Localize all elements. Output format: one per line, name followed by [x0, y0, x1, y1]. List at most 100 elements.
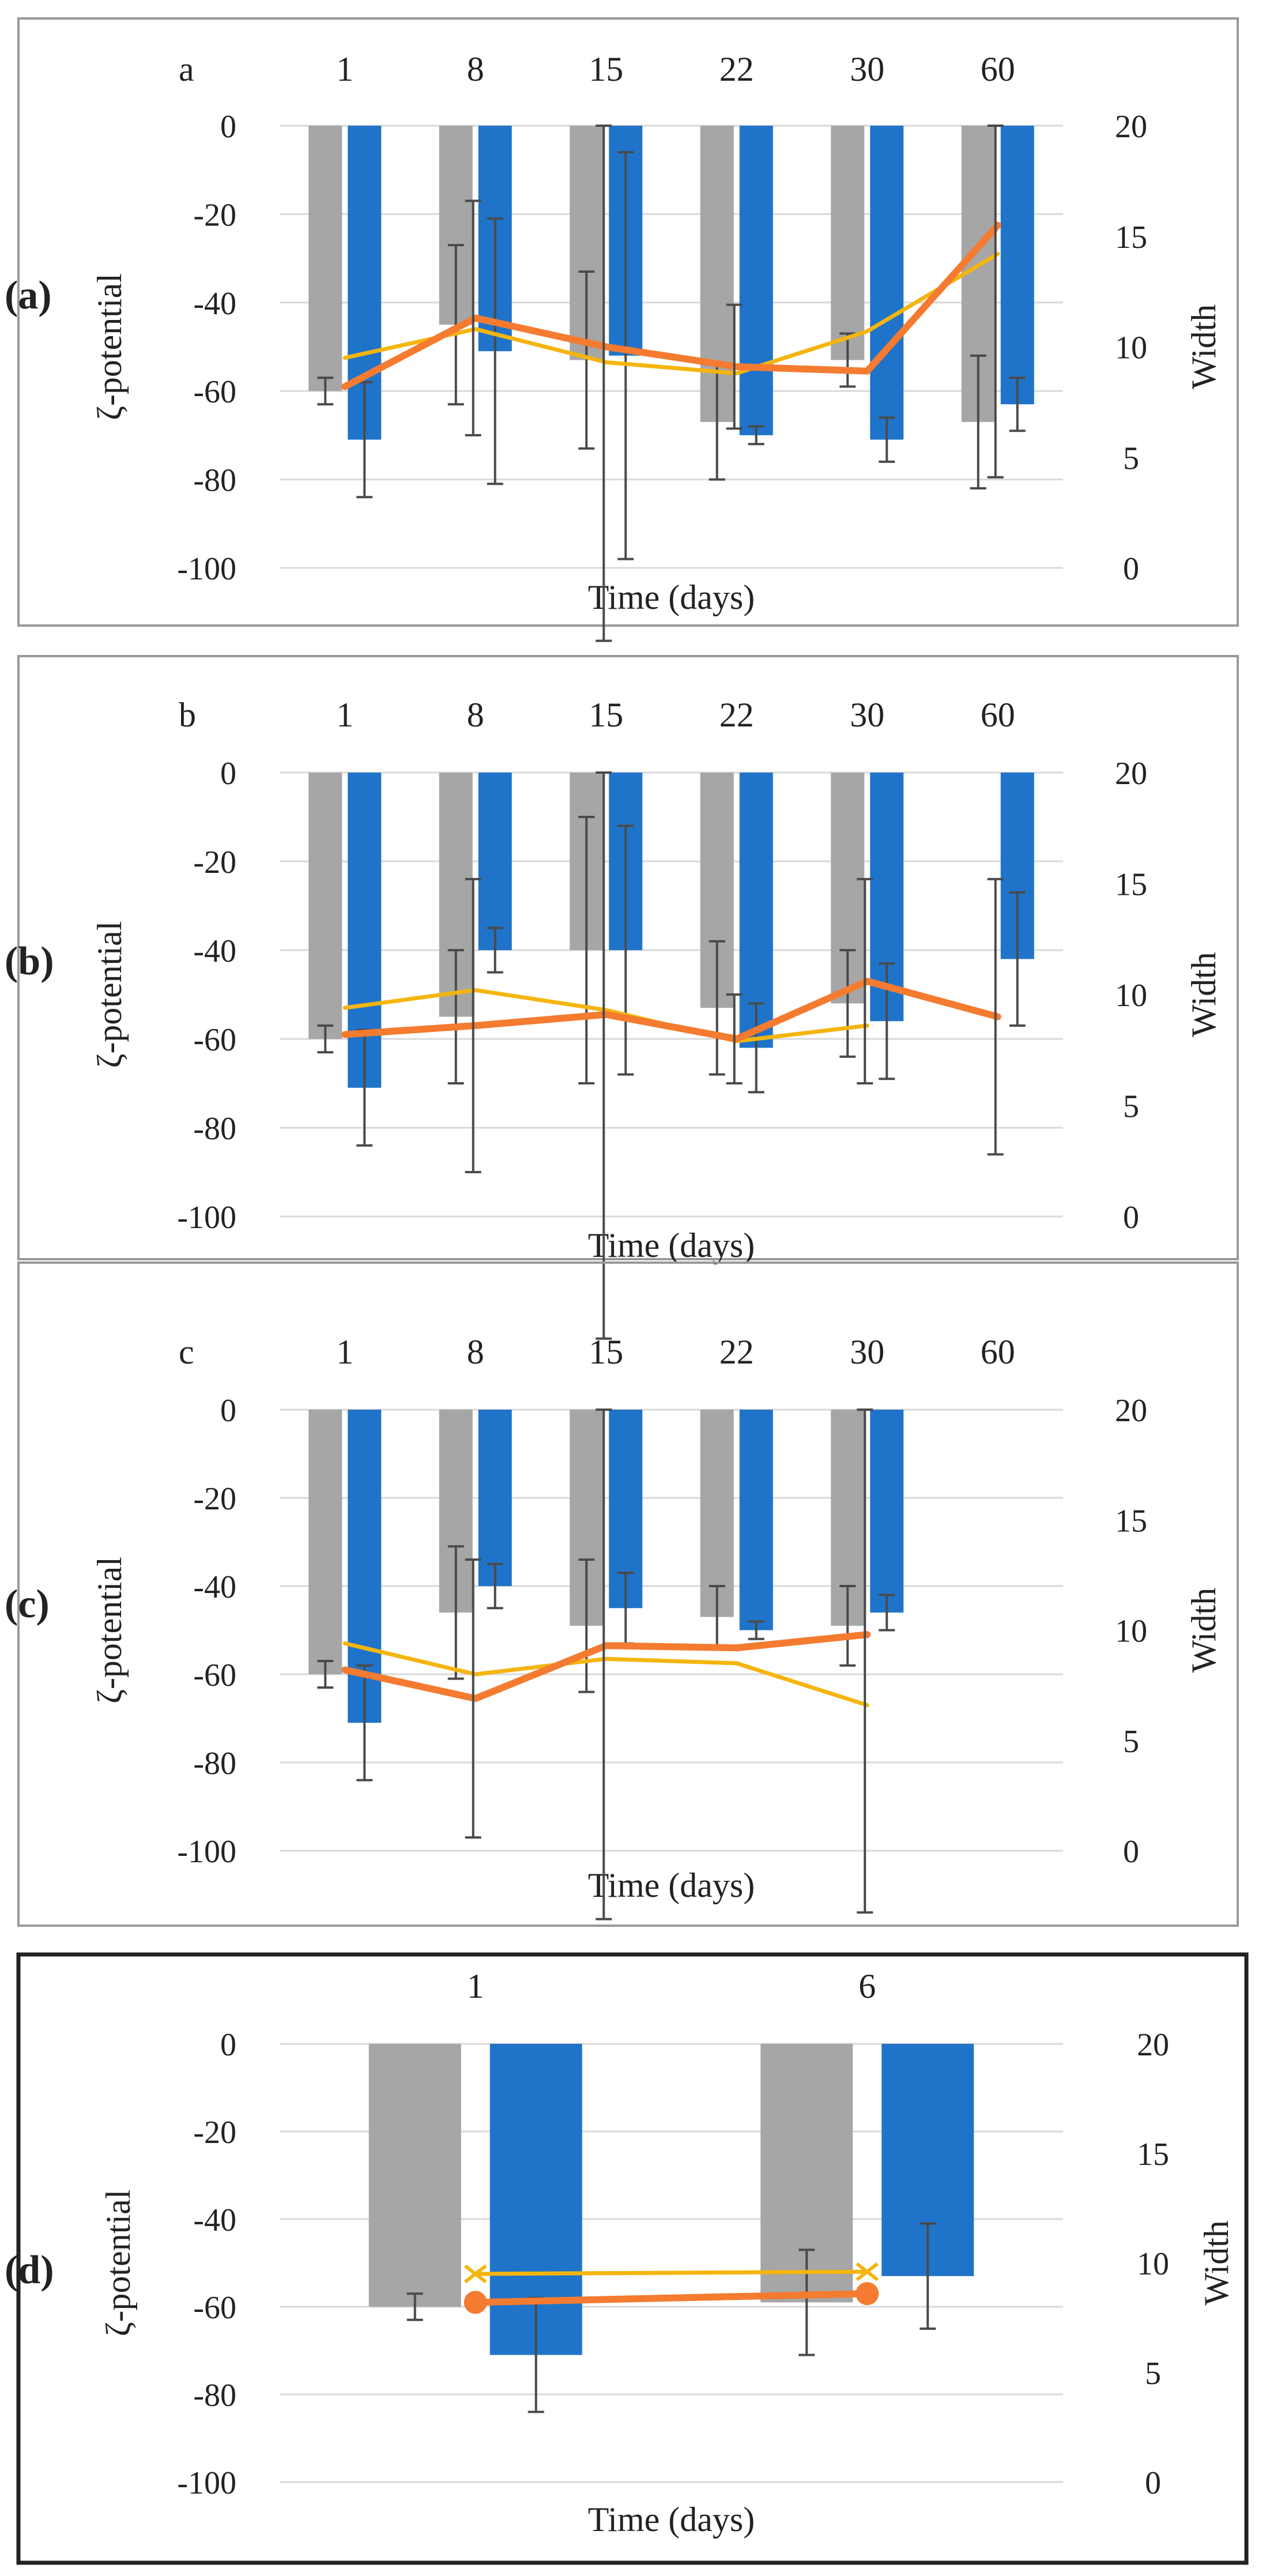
y-tick-label: -100: [177, 1834, 236, 1870]
y-axis-title: ζ-potential: [91, 1557, 129, 1704]
yellow-line: [342, 1641, 869, 1708]
category-label: 30: [850, 696, 884, 734]
y-tick-label: -60: [193, 1022, 236, 1058]
x-axis-title: Time (days): [588, 1866, 755, 1904]
panel-frame: [16, 1952, 1249, 2565]
y2-axis-title: Width: [1185, 304, 1223, 390]
panel-inner-label: c: [179, 1333, 194, 1371]
y2-tick-label: 5: [1123, 440, 1139, 476]
y2-axis-title: Width: [1185, 952, 1223, 1037]
y-tick-label: -60: [193, 1658, 236, 1693]
panel-inner-label: a: [179, 50, 194, 88]
y-axis-title: ζ-potential: [91, 921, 129, 1068]
category-label: 22: [719, 50, 754, 88]
panel-tag: (a): [5, 273, 52, 318]
yellow-line: [473, 2269, 869, 2276]
chart-panel-4: 0 -20 -40 -60 -80 -100 20 15 10 5 0 ζ-potential Widt…: [5, 1952, 1249, 2565]
gray-bar: [700, 1410, 734, 1617]
blue-bar: [870, 1410, 904, 1613]
y2-tick-label: 15: [1115, 867, 1147, 903]
y2-tick-label: 20: [1115, 1393, 1147, 1429]
gray-bar: [831, 126, 865, 360]
y-tick-label: -80: [193, 1111, 236, 1147]
x-axis-title: Time (days): [588, 2500, 755, 2539]
panel-tag: (c): [5, 1582, 50, 1626]
y2-tick-label: 0: [1123, 551, 1139, 587]
category-label: 30: [850, 1333, 884, 1371]
category-label: 15: [589, 696, 623, 734]
category-label: 30: [850, 50, 884, 88]
y2-axis-title: Width: [1185, 1588, 1223, 1673]
panel-tag: (b): [5, 939, 54, 984]
blue-bar: [739, 773, 773, 1048]
orange-line: [472, 2290, 871, 2306]
gray-bar: [308, 773, 342, 1039]
blue-bar: [870, 126, 904, 440]
y-tick-label: -40: [193, 2202, 236, 2238]
y-tick-label: -60: [193, 374, 236, 410]
y-tick-label: -20: [193, 2115, 236, 2151]
y-tick-label: -20: [193, 1481, 236, 1517]
y2-tick-label: 0: [1123, 1200, 1139, 1236]
y2-tick-label: 0: [1145, 2465, 1161, 2501]
y2-tick-label: 20: [1137, 2027, 1169, 2063]
chart-panel-2: 0 -20 -40 -60 -80 -100 20 15 10 5 0 ζ-potential Widt…: [5, 655, 1239, 1340]
y-tick-label: -40: [193, 933, 236, 969]
category-label: 60: [981, 696, 1015, 734]
y-tick-label: -80: [193, 1746, 236, 1782]
category-label: 1: [336, 50, 353, 88]
y2-axis-title: Width: [1197, 2220, 1235, 2306]
y-tick-label: -100: [177, 551, 236, 587]
gray-bar: [368, 2044, 461, 2307]
y2-tick-label: 10: [1137, 2246, 1169, 2282]
yellow-marker: [464, 2264, 487, 2284]
orange-marker: [464, 2291, 487, 2314]
category-label: 1: [336, 1333, 353, 1371]
y2-tick-label: 0: [1123, 1834, 1139, 1870]
category-label: 8: [467, 50, 484, 88]
gray-bar: [308, 1410, 342, 1674]
category-label: 8: [467, 696, 484, 734]
x-axis-title: Time (days): [588, 578, 755, 616]
blue-bar: [739, 1410, 773, 1630]
y2-tick-label: 15: [1137, 2137, 1169, 2172]
y2-tick-label: 15: [1115, 1503, 1147, 1539]
y-tick-label: -100: [177, 1200, 236, 1236]
blue-bar: [739, 126, 773, 435]
blue-bar: [478, 1410, 512, 1586]
y-tick-label: 0: [220, 1393, 236, 1429]
y2-tick-label: 5: [1123, 1724, 1139, 1760]
y-tick-label: -20: [193, 845, 236, 880]
y-tick-label: -40: [193, 286, 236, 322]
y-tick-label: 0: [220, 109, 236, 145]
category-label: 22: [719, 1333, 754, 1371]
panel-frame: [17, 17, 1239, 627]
category-label: 8: [467, 1333, 484, 1371]
y2-tick-label: 10: [1115, 330, 1147, 366]
y2-tick-label: 15: [1115, 220, 1147, 255]
panel-tag: (d): [5, 2248, 54, 2292]
y-tick-label: 0: [220, 756, 236, 792]
chart-panel-1: 0 -20 -40 -60 -80 -100 20 15 10 5 0 ζ-potential Widt…: [5, 17, 1239, 642]
blue-bar: [478, 773, 512, 950]
y2-tick-label: 20: [1115, 109, 1147, 145]
y-tick-label: -20: [193, 197, 236, 233]
panel-inner-label: b: [179, 696, 196, 734]
y2-tick-label: 10: [1115, 978, 1147, 1014]
y2-tick-label: 5: [1145, 2356, 1161, 2392]
y-tick-label: -100: [177, 2465, 236, 2501]
orange-marker: [856, 2282, 879, 2306]
blue-bar: [1000, 126, 1034, 405]
yellow-line: [342, 988, 869, 1044]
y2-tick-label: 5: [1123, 1089, 1139, 1125]
y-axis-title: ζ-potential: [99, 2190, 137, 2337]
orange-line: [341, 977, 1001, 1042]
panel-frame: [17, 1261, 1239, 1927]
category-label: 60: [981, 1333, 1015, 1371]
category-label: 15: [589, 50, 623, 88]
orange-line: [341, 1631, 871, 1703]
y-axis-title: ζ-potential: [91, 273, 129, 420]
y-tick-label: -80: [193, 2378, 236, 2413]
category-label: 1: [336, 696, 353, 734]
